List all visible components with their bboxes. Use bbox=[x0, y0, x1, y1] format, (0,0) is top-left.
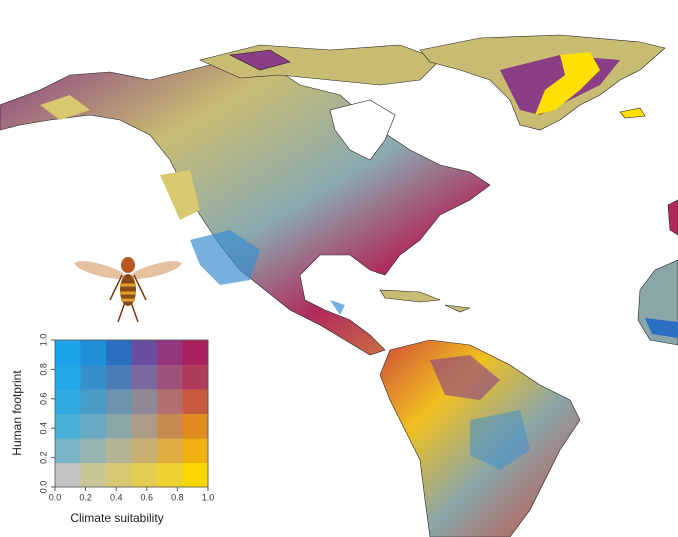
legend-cell bbox=[80, 462, 107, 488]
legend-cell bbox=[55, 438, 81, 463]
south-america bbox=[379, 339, 581, 537]
legend-y-label: Human footprint bbox=[10, 370, 24, 456]
legend-cell bbox=[80, 340, 107, 365]
legend-cell bbox=[182, 462, 209, 488]
legend-cell bbox=[157, 413, 183, 439]
legend-cell bbox=[157, 462, 183, 488]
x-tick-label: 0.4 bbox=[110, 492, 123, 502]
legend-cell bbox=[106, 364, 132, 390]
north-america bbox=[0, 44, 491, 356]
legend-cell bbox=[131, 389, 158, 414]
legend-cell bbox=[106, 413, 132, 439]
x-tick-label: 0.6 bbox=[141, 492, 154, 502]
legend-cell bbox=[131, 340, 158, 365]
wasp-icon bbox=[74, 257, 182, 323]
legend-cell bbox=[182, 340, 209, 365]
legend-cell bbox=[157, 340, 183, 365]
legend-cell bbox=[55, 340, 81, 365]
legend-cell bbox=[80, 438, 107, 463]
legend-cell bbox=[106, 462, 132, 488]
x-tick-label: 0.0 bbox=[49, 492, 62, 502]
legend-cell bbox=[55, 389, 81, 414]
africa bbox=[637, 199, 678, 346]
legend-cell bbox=[131, 462, 158, 488]
x-tick-label: 0.8 bbox=[171, 492, 184, 502]
y-tick-label: 0.2 bbox=[38, 451, 48, 464]
legend-cell bbox=[182, 438, 209, 463]
y-tick-label: 0.8 bbox=[38, 363, 48, 376]
legend-cell bbox=[80, 364, 107, 390]
legend-cell bbox=[182, 413, 209, 439]
legend-cell bbox=[182, 389, 209, 414]
legend-cell bbox=[55, 364, 81, 390]
legend-x-label: Climate suitability bbox=[70, 511, 163, 525]
legend-cell bbox=[157, 438, 183, 463]
legend-cell bbox=[80, 389, 107, 414]
x-tick-label: 0.2 bbox=[79, 492, 92, 502]
y-tick-label: 0.4 bbox=[38, 422, 48, 435]
legend-cell bbox=[106, 340, 132, 365]
legend-cell bbox=[157, 364, 183, 390]
legend-frame bbox=[54, 339, 209, 488]
legend-cell bbox=[131, 438, 158, 463]
greenland bbox=[419, 34, 666, 131]
y-tick-label: 0.6 bbox=[38, 393, 48, 406]
legend-cell bbox=[131, 364, 158, 390]
legend: 0.0 0.2 0.4 0.6 0.8 1.0 0.0 0.2 0.4 0.6 0.8 1.0 bbox=[4, 322, 224, 530]
y-tick-label: 1.0 bbox=[38, 334, 48, 347]
legend-cell bbox=[106, 389, 132, 414]
legend-cell bbox=[157, 389, 183, 414]
caribbean bbox=[379, 289, 471, 313]
x-tick-label: 1.0 bbox=[202, 492, 215, 502]
legend-cell bbox=[131, 413, 158, 439]
legend-cell bbox=[182, 364, 209, 390]
legend-cell bbox=[55, 413, 81, 439]
y-tick-label: 0.0 bbox=[38, 481, 48, 494]
legend-cell bbox=[80, 413, 107, 439]
legend-cell bbox=[106, 438, 132, 463]
legend-cell bbox=[55, 462, 81, 488]
